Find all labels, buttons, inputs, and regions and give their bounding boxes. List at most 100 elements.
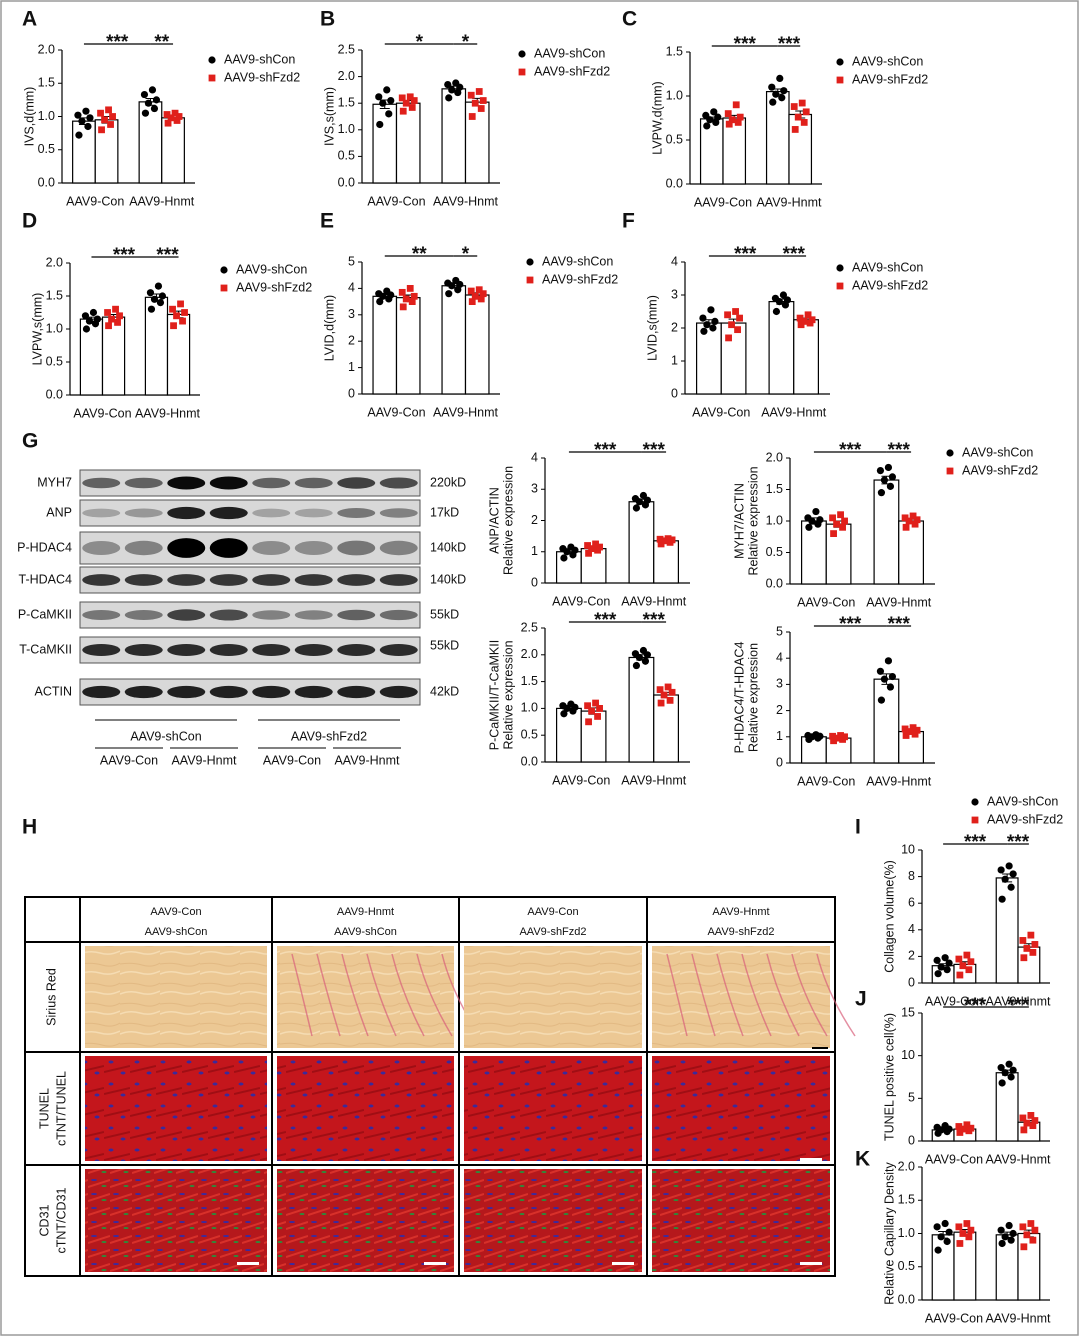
data-point: [173, 312, 180, 320]
bar: [555, 707, 582, 763]
data-point: [841, 733, 848, 741]
legend-marker: [971, 816, 979, 824]
data-point: [998, 895, 1006, 903]
data-point: [997, 866, 1005, 874]
data-point: [791, 126, 799, 133]
data-point: [736, 113, 744, 121]
legend-label: AAV9-shFzd2: [987, 812, 1063, 826]
data-point: [408, 104, 416, 111]
data-point: [709, 324, 717, 332]
significance-label: ***: [888, 440, 911, 461]
legend-marker: [220, 266, 228, 274]
data-point: [1007, 1236, 1015, 1244]
blot-band: [124, 610, 163, 620]
legend-label: AAV9-shCon: [236, 262, 307, 276]
bar: [898, 730, 924, 764]
data-point: [880, 675, 889, 683]
legend-label: AAV9-shCon: [987, 794, 1058, 808]
data-point: [167, 114, 175, 122]
legend-marker: [208, 74, 216, 82]
x-tick-label: AAV9-Con: [925, 1152, 983, 1166]
data-point: [933, 1223, 941, 1231]
data-point: [141, 109, 150, 117]
bar: [395, 297, 421, 395]
y-axis-label: Relative expression: [746, 466, 760, 575]
micrograph-scale: [800, 1262, 822, 1265]
y-tick-label: 1: [671, 353, 678, 367]
y-tick-label: 0.0: [46, 387, 63, 401]
data-point: [152, 96, 161, 104]
blot-band: [124, 685, 163, 699]
data-point: [594, 713, 601, 720]
data-point: [941, 1122, 949, 1130]
legend-marker: [526, 276, 534, 284]
blot-band: [294, 610, 333, 620]
bar: [825, 523, 852, 585]
y-tick-label: 1.5: [666, 44, 683, 58]
legend-marker: [526, 258, 534, 266]
data-point: [559, 702, 567, 710]
data-point: [1019, 937, 1027, 944]
column-header: AAV9-Hnmt: [337, 906, 394, 918]
bar: [898, 520, 924, 585]
data-point: [641, 657, 650, 665]
column-header: AAV9-shFzd2: [707, 926, 774, 938]
significance-label: ***: [964, 995, 987, 1016]
data-point: [383, 86, 391, 94]
data-point: [584, 542, 591, 549]
data-point: [150, 295, 159, 303]
scale-bar: [800, 1158, 822, 1161]
legend-label: AAV9-shCon: [224, 52, 295, 66]
data-point: [98, 126, 105, 134]
data-point: [728, 321, 735, 329]
data-point: [452, 276, 460, 285]
y-tick-label: 1: [348, 360, 355, 374]
data-point: [170, 322, 177, 330]
data-point: [728, 116, 736, 124]
data-point: [150, 104, 159, 113]
data-point: [902, 732, 910, 739]
band-name: T-HDAC4: [19, 572, 73, 586]
data-point: [452, 79, 460, 87]
data-point: [85, 317, 94, 325]
data-point: [632, 504, 641, 512]
data-point: [934, 970, 942, 978]
data-point: [477, 105, 485, 112]
bar: [765, 90, 790, 185]
data-point: [169, 305, 176, 313]
data-point: [804, 311, 812, 319]
blot-band: [337, 574, 376, 586]
data-point: [956, 1240, 964, 1247]
y-tick-label: 3: [776, 677, 783, 691]
data-point: [876, 667, 885, 675]
data-point: [560, 710, 568, 718]
panel-label: C: [622, 8, 637, 31]
bar: [695, 322, 722, 395]
data-point: [1005, 1221, 1013, 1230]
blot-band: [167, 506, 206, 520]
legend-label: AAV9-shFzd2: [236, 280, 312, 294]
x-tick-label: AAV9-Hnmt: [756, 195, 822, 209]
data-point: [967, 1124, 975, 1132]
data-point: [158, 292, 167, 300]
blot-strip: [79, 499, 421, 527]
fibrosis-streak: [791, 953, 828, 1037]
bar: [144, 296, 169, 396]
fibrosis-streak: [416, 953, 453, 1037]
bar: [653, 540, 679, 584]
x-tick-label: AAV9-Hnmt: [621, 594, 687, 608]
y-tick-label: 2.0: [898, 1159, 915, 1173]
data-point: [956, 971, 964, 979]
significance-label: *: [416, 32, 424, 53]
column-header: AAV9-shCon: [145, 926, 208, 938]
legend-label: AAV9-shFzd2: [534, 64, 610, 78]
data-point: [1031, 1117, 1039, 1124]
blot-band: [209, 476, 248, 490]
data-point: [839, 523, 846, 531]
data-point: [909, 724, 917, 732]
fibrosis-streak: [316, 953, 341, 1037]
data-point: [808, 316, 816, 324]
data-point: [703, 321, 711, 329]
data-point: [771, 294, 780, 302]
data-point: [144, 99, 153, 107]
